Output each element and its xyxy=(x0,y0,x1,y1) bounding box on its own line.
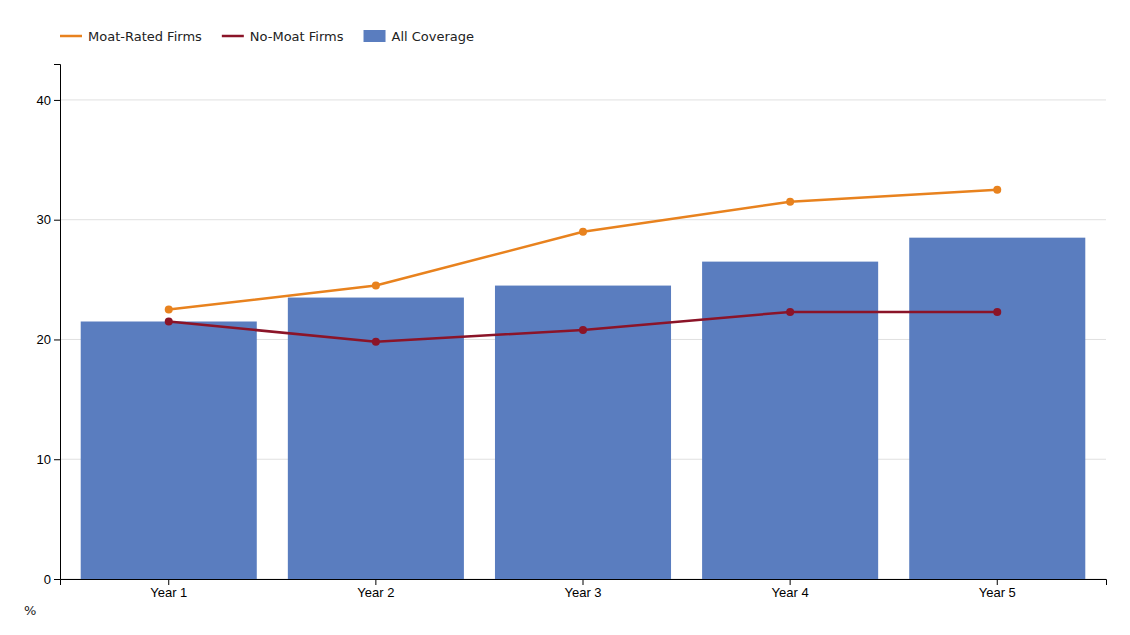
marker xyxy=(579,326,587,334)
y-tick: 10 xyxy=(37,452,60,467)
y-axis: 0 10 20 30 40 xyxy=(37,65,61,587)
y-tick-mark xyxy=(54,220,60,221)
x-tick-label: Year 4 xyxy=(772,585,809,600)
marker xyxy=(372,338,380,346)
bar xyxy=(81,322,257,580)
y-tick: 30 xyxy=(37,212,60,227)
x-tick-label: Year 1 xyxy=(150,585,187,600)
bar xyxy=(702,262,878,579)
y-tick-label: 0 xyxy=(44,572,51,587)
y-axis-label: % xyxy=(24,603,36,618)
marks xyxy=(81,186,1086,579)
bar xyxy=(909,238,1085,579)
x-tick: Year 1 xyxy=(150,579,187,600)
plot-area: Year 1 Year 2 Year 3 Year 4 Year 5 0 10 20 30 40% xyxy=(24,65,1107,619)
legend-swatch xyxy=(222,35,244,38)
legend-label: Moat-Rated Firms xyxy=(88,29,202,44)
x-tick: Year 4 xyxy=(772,579,809,600)
x-tick: Year 3 xyxy=(564,579,601,600)
x-tick-label: Year 5 xyxy=(979,585,1016,600)
y-tick-label: 20 xyxy=(37,332,51,347)
y-tick: 20 xyxy=(37,332,60,347)
x-tick-mark xyxy=(997,579,998,585)
legend-item: Moat-Rated Firms xyxy=(60,29,202,44)
x-tick-mark xyxy=(375,579,376,585)
bar xyxy=(495,286,671,579)
y-tick-mark xyxy=(54,579,60,580)
line-series xyxy=(165,308,1002,346)
grid-line xyxy=(60,219,1106,220)
y-tick: 40 xyxy=(37,93,60,108)
legend-swatch xyxy=(60,35,82,38)
x-axis: Year 1 Year 2 Year 3 Year 4 Year 5 xyxy=(61,579,1107,600)
y-tick-label: 10 xyxy=(37,452,51,467)
legend-swatch xyxy=(364,30,386,42)
marker xyxy=(786,308,794,316)
line xyxy=(169,312,998,342)
x-tick-mark xyxy=(790,579,791,585)
legend-item: All Coverage xyxy=(364,29,475,44)
marker xyxy=(786,198,794,206)
x-tick-label: Year 3 xyxy=(564,585,601,600)
x-tick-mark xyxy=(583,579,584,585)
chart: Year 1 Year 2 Year 3 Year 4 Year 5 0 10 20 30 40%… xyxy=(0,0,1130,635)
x-tick-label: Year 2 xyxy=(357,585,394,600)
y-axis-line xyxy=(54,65,61,580)
y-tick-mark xyxy=(54,339,60,340)
bar xyxy=(288,298,464,579)
legend-label: All Coverage xyxy=(392,29,475,44)
legend-label: No-Moat Firms xyxy=(250,29,344,44)
y-tick-mark xyxy=(54,459,60,460)
grid xyxy=(60,100,1106,579)
bar-series xyxy=(81,238,1086,579)
marker xyxy=(993,186,1001,194)
marker xyxy=(165,318,173,326)
marker xyxy=(372,282,380,290)
line xyxy=(169,190,998,310)
y-tick-label: 40 xyxy=(37,93,51,108)
legend: Moat-Rated Firms No-Moat Firms All Coverag… xyxy=(60,29,474,44)
x-axis-line xyxy=(61,580,1107,586)
x-tick: Year 2 xyxy=(357,579,394,600)
grid-line xyxy=(60,99,1106,100)
legend-item: No-Moat Firms xyxy=(222,29,344,44)
y-tick-mark xyxy=(54,100,60,101)
y-tick: 0 xyxy=(44,572,60,587)
x-tick-mark xyxy=(168,579,169,585)
line-series xyxy=(165,186,1002,314)
marker xyxy=(579,228,587,236)
marker xyxy=(165,306,173,314)
y-tick-label: 30 xyxy=(37,212,51,227)
marker xyxy=(993,308,1001,316)
x-tick: Year 5 xyxy=(979,579,1016,600)
